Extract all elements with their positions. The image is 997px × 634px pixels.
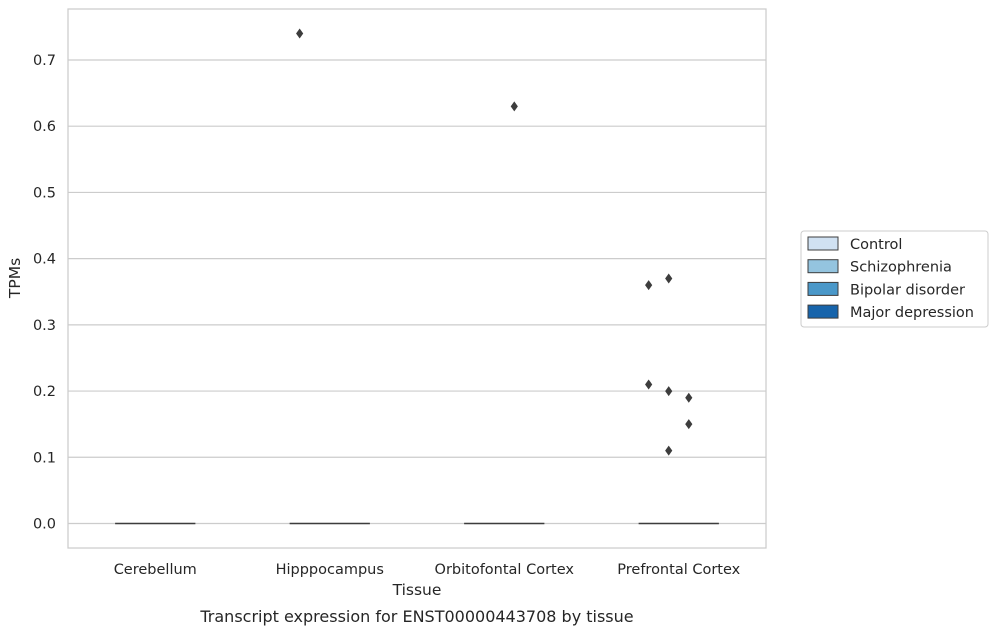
outlier-point — [296, 28, 304, 39]
legend-swatch — [807, 281, 839, 296]
x-tick-label: Cerebellum — [114, 562, 197, 578]
x-tick-label: Prefrontal Cortex — [617, 562, 740, 578]
x-tick-label: Orbitofontal Cortex — [435, 562, 575, 578]
legend-swatch — [807, 304, 839, 319]
y-tick-label: 0.4 — [33, 252, 56, 268]
y-tick-label: 0.7 — [33, 53, 56, 69]
outlier-point — [665, 386, 673, 397]
legend-label: Schizophrenia — [850, 260, 952, 276]
grid-lines — [68, 59, 766, 525]
chart-caption: Transcript expression for ENST0000044370… — [199, 607, 633, 626]
outlier-point — [685, 419, 693, 430]
legend-swatch — [807, 236, 839, 251]
y-tick-label: 0.0 — [33, 517, 56, 533]
outlier-point — [645, 280, 653, 291]
y-axis-ticks: 0.0 0.1 0.2 0.3 0.4 0.5 0.6 0.7 — [33, 53, 56, 533]
legend-frame — [800, 230, 989, 328]
outlier-point — [685, 392, 693, 403]
y-axis-label: TPMs — [6, 258, 24, 299]
legend-label: Bipolar disorder — [850, 282, 965, 298]
outlier-point — [665, 445, 673, 456]
x-axis-ticks: Cerebellum Hipppocampus Orbitofontal Corte… — [114, 562, 741, 578]
legend-swatch — [807, 259, 839, 274]
plot-area — [67, 8, 767, 549]
legend-items: Control Schizophrenia Bipolar disorder Majo… — [807, 236, 974, 321]
y-tick-label: 0.1 — [33, 450, 56, 466]
y-tick-label: 0.5 — [33, 185, 56, 201]
outlier-point — [645, 379, 653, 390]
y-tick-label: 0.2 — [33, 384, 56, 400]
outlier-point — [510, 101, 518, 112]
outliers — [296, 28, 693, 456]
x-tick-label: Hipppocampus — [276, 562, 384, 578]
x-axis-label: Tissue — [392, 581, 442, 599]
y-tick-label: 0.3 — [33, 318, 56, 334]
legend: Control Schizophrenia Bipolar disorder Majo… — [800, 230, 989, 328]
legend-label: Major depression — [850, 305, 974, 321]
legend-label: Control — [850, 237, 902, 253]
y-tick-label: 0.6 — [33, 119, 56, 135]
outlier-point — [665, 273, 673, 284]
